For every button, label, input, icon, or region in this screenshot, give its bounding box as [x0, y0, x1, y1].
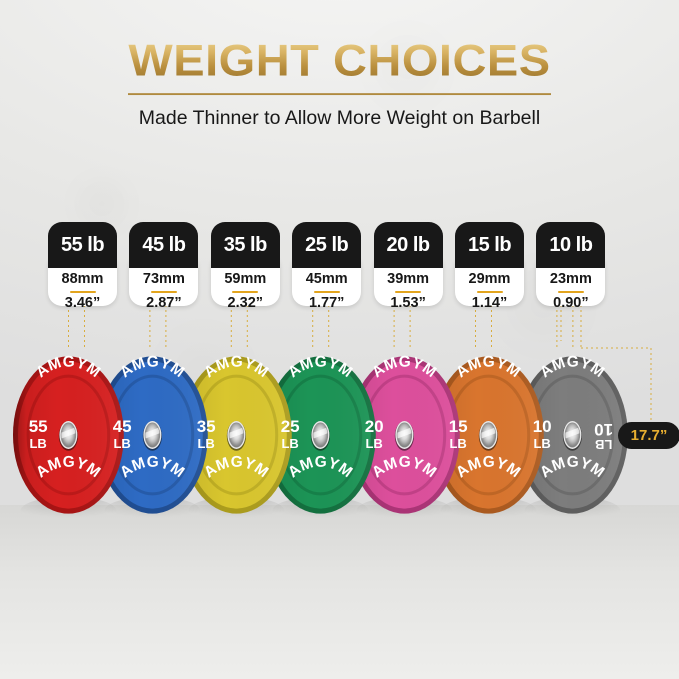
- svg-text:10: 10: [594, 420, 613, 439]
- svg-text:10: 10: [533, 417, 552, 436]
- svg-text:15: 15: [449, 417, 468, 436]
- svg-text:55: 55: [29, 417, 48, 436]
- svg-text:LB: LB: [365, 436, 382, 451]
- svg-text:LB: LB: [113, 436, 130, 451]
- svg-text:LB: LB: [281, 436, 298, 451]
- svg-text:20: 20: [365, 417, 384, 436]
- svg-text:LB: LB: [449, 436, 466, 451]
- svg-text:LB: LB: [197, 436, 214, 451]
- svg-text:LB: LB: [29, 436, 46, 451]
- svg-text:25: 25: [281, 417, 300, 436]
- svg-text:45: 45: [113, 417, 132, 436]
- svg-text:35: 35: [197, 417, 216, 436]
- svg-text:LB: LB: [533, 436, 550, 451]
